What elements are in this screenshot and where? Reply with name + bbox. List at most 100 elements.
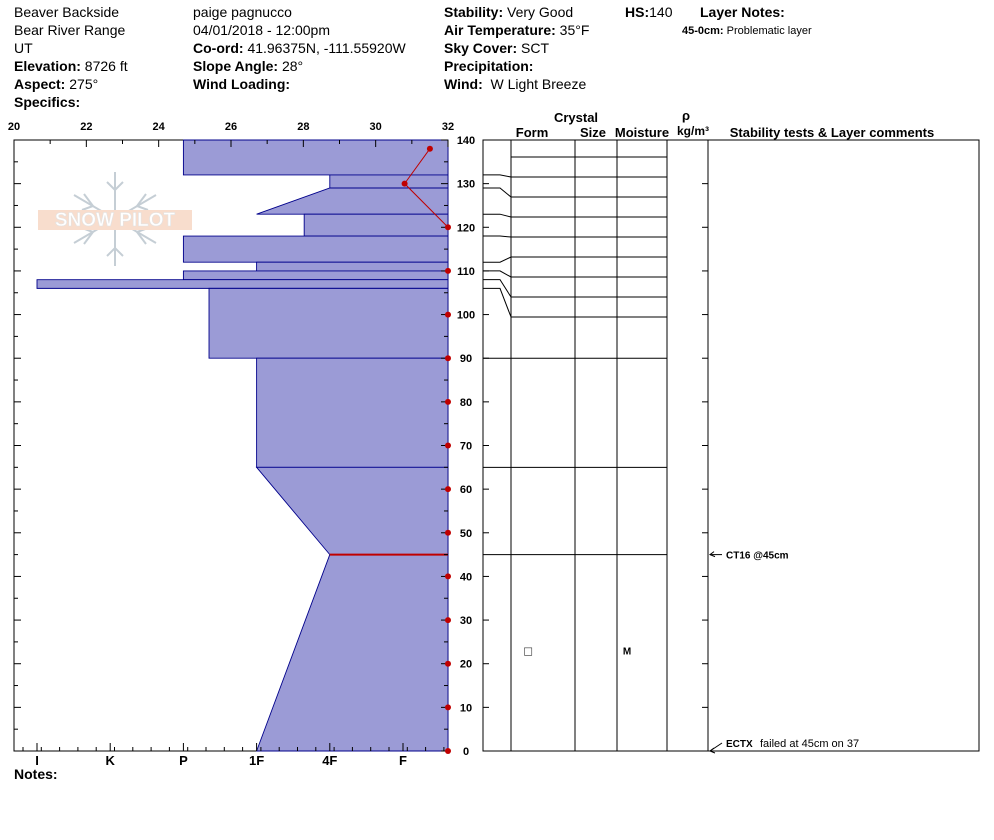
hardness-layer	[182, 270, 449, 281]
hardness-layer	[255, 466, 449, 556]
layer-note-depth: 45-0cm:	[682, 25, 724, 37]
hardness-tick-label: 4F	[322, 753, 337, 768]
notes-row: Notes:	[14, 765, 58, 783]
layer-notes-label: Layer Notes:	[700, 4, 785, 20]
hardness-layer	[256, 187, 449, 215]
elevation-label: Elevation:	[14, 58, 81, 74]
temperature-point	[445, 486, 451, 493]
temperature-axis: 20 22 24 26 28 30 32	[8, 121, 454, 133]
wind-loading-row: Wind Loading:	[193, 75, 290, 93]
hardness-layer	[256, 357, 449, 468]
hardness-tick-label: F	[399, 753, 407, 768]
hardness-layer	[329, 174, 449, 189]
elevation-row: Elevation: 8726 ft	[14, 57, 128, 75]
snowpilot-logo: SNOW PILOT	[38, 172, 192, 266]
coord-value: 41.96375N, -111.55920W	[247, 40, 406, 56]
depth-tick-label: 130	[457, 179, 475, 191]
comment-depth-ticks	[483, 139, 708, 752]
hardness-tick-label: K	[106, 753, 116, 768]
sky-row: Sky Cover: SCT	[444, 39, 549, 57]
layer-connector	[483, 187, 512, 198]
temp-tick-label: 20	[8, 121, 20, 133]
air-temp-row: Air Temperature: 35°F	[444, 21, 589, 39]
slope-value: 28°	[281, 58, 304, 74]
temperature-point	[445, 224, 451, 231]
observer-name: paige pagnucco	[193, 4, 292, 20]
hardness-tick-label: P	[179, 753, 188, 768]
layer-table-frame	[482, 139, 980, 752]
air-temp-label: Air Temperature:	[444, 22, 556, 38]
temperature-point	[445, 398, 451, 405]
temperature-point	[445, 529, 451, 536]
coord-label: Co-ord:	[193, 40, 244, 56]
slope-label: Slope Angle:	[193, 58, 279, 74]
temp-tick-label: 24	[153, 121, 166, 133]
stability-label: Stability:	[444, 4, 504, 20]
depth-axis: 0 10 20 30 40 50 60 70 80 90 100 110 120 130 140	[457, 135, 475, 758]
layer-connector	[483, 235, 512, 238]
sky-label: Sky Cover:	[444, 40, 518, 56]
depth-tick-label: 70	[460, 441, 472, 453]
crystal-header: Crystal	[554, 110, 598, 125]
layer-connector	[483, 287, 512, 318]
depth-tick-label: 110	[457, 266, 475, 278]
specifics-row: Specifics:	[14, 93, 80, 111]
hs-row: HS:140	[625, 3, 672, 21]
logo-banner	[38, 210, 192, 230]
moisture-code: M	[623, 647, 631, 658]
temperature-profile	[401, 145, 451, 754]
hs-label: HS:	[625, 4, 650, 20]
specifics-label: Specifics:	[14, 94, 81, 110]
temperature-point	[445, 660, 451, 667]
hardness-layer	[36, 279, 449, 289]
size-header: Size	[580, 125, 606, 140]
depth-tick-label: 120	[457, 222, 475, 234]
depth-tick-label: 60	[460, 484, 472, 496]
layer-note: 45-0cm: Problematic layer	[682, 22, 812, 40]
layer-connector	[483, 270, 512, 278]
temp-tick-label: 30	[370, 121, 382, 133]
coord-row: Co-ord: 41.96375N, -111.55920W	[193, 39, 406, 57]
temperature-point	[445, 355, 451, 362]
stability-test-code: CT16 @45cm	[726, 551, 789, 562]
temperature-point	[445, 442, 451, 449]
wind-row: Wind: W Light Breeze	[444, 75, 586, 93]
hardness-layer	[256, 261, 449, 272]
date-time: 04/01/2018 - 12:00pm	[193, 22, 330, 38]
hardness-layer	[208, 287, 449, 359]
sky-value: SCT	[521, 40, 550, 56]
depth-tick-label: 80	[460, 397, 472, 409]
temperature-point	[445, 748, 451, 754]
elevation-value: 8726 ft	[84, 58, 128, 74]
density-unit: kg/m³	[677, 124, 709, 138]
temp-tick-label: 32	[442, 121, 454, 133]
stability-arrowhead	[708, 551, 716, 558]
depth-tick-label: 30	[460, 615, 472, 627]
depth-tick-label: 50	[460, 528, 472, 540]
stability-tests-header: Stability tests & Layer comments	[730, 125, 934, 140]
layer-note-text: Problematic layer	[726, 25, 812, 37]
depth-tick-label: 140	[457, 135, 475, 147]
stability-test-code: ECTX	[726, 739, 753, 750]
temp-tick-label: 26	[225, 121, 237, 133]
stability-arrowhead	[708, 747, 716, 754]
hardness-layer	[182, 235, 449, 263]
aspect-value: 275°	[69, 76, 99, 92]
moisture-header: Moisture	[615, 125, 669, 140]
wind-label: Wind:	[444, 76, 483, 92]
wind-value: W Light Breeze	[490, 76, 587, 92]
layer-connector	[483, 174, 512, 178]
left-plot-ticks	[13, 139, 449, 752]
hardness-tick-label: 1F	[249, 753, 264, 768]
layer-connector	[483, 213, 512, 218]
aspect-row: Aspect: 275°	[14, 75, 98, 93]
snowflake-icon	[73, 172, 157, 266]
temp-tick-label: 22	[80, 121, 92, 133]
temperature-point	[426, 145, 433, 152]
aspect-label: Aspect:	[14, 76, 66, 92]
hardness-layer	[255, 554, 449, 752]
hs-value: 140	[649, 4, 673, 20]
stability-test-comment: failed at 45cm on 37	[760, 738, 859, 750]
state: UT	[14, 40, 33, 56]
